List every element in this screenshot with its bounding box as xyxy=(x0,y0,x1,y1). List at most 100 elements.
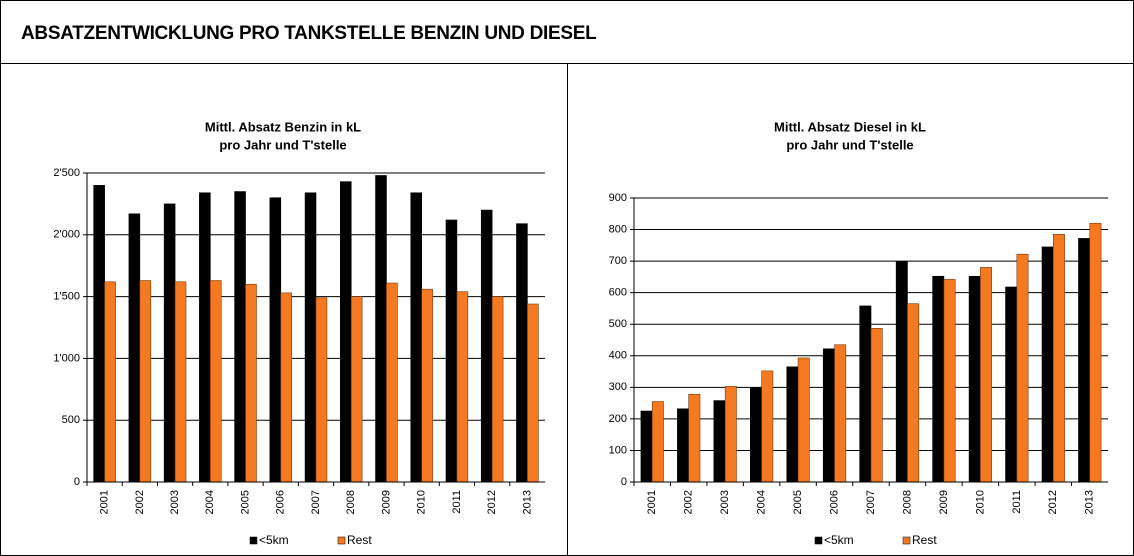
bar xyxy=(688,393,701,483)
bar xyxy=(174,281,187,483)
chart-title: Mittl. Absatz Benzin in kL xyxy=(205,119,361,134)
y-tick-label: 1'000 xyxy=(53,352,80,364)
legend-swatch xyxy=(814,536,823,545)
y-tick-label: 500 xyxy=(62,414,80,426)
bar xyxy=(1016,253,1029,483)
y-tick-label: 800 xyxy=(609,223,627,235)
legend-swatch xyxy=(337,536,346,545)
x-tick-label: 2007 xyxy=(865,490,877,514)
x-tick-label: 2005 xyxy=(792,490,804,514)
bar xyxy=(750,387,762,483)
y-tick-label: 300 xyxy=(609,381,627,393)
x-tick-label: 2011 xyxy=(451,490,463,514)
y-tick-label: 700 xyxy=(609,255,627,267)
x-tick-label: 2008 xyxy=(345,490,357,514)
header-title: ABSATZENTWICKLUNG PRO TANKSTELLE BENZIN … xyxy=(21,23,597,44)
x-tick-label: 2006 xyxy=(828,490,840,514)
x-tick-label: 2009 xyxy=(938,490,950,514)
bar xyxy=(761,370,774,483)
bar xyxy=(1041,246,1054,483)
legend-label: <5km xyxy=(824,533,854,547)
bar xyxy=(139,280,152,483)
bar xyxy=(199,192,211,483)
legend-swatch xyxy=(249,536,258,545)
bar xyxy=(932,275,945,483)
bar xyxy=(822,348,835,483)
x-tick-label: 2003 xyxy=(719,490,731,514)
bar xyxy=(491,296,504,483)
bar xyxy=(456,291,469,483)
x-tick-label: 2001 xyxy=(99,490,111,514)
bar xyxy=(786,366,799,483)
y-tick-label: 2'000 xyxy=(53,229,80,241)
x-tick-label: 2002 xyxy=(683,490,695,514)
bar xyxy=(304,192,317,483)
y-tick-label: 1'500 xyxy=(53,291,80,303)
x-tick-label: 2003 xyxy=(169,490,181,514)
x-tick-label: 2002 xyxy=(134,490,146,514)
chart-title: Mittl. Absatz Diesel in kL xyxy=(774,119,926,134)
bar xyxy=(527,303,539,483)
y-tick-label: 600 xyxy=(609,287,627,299)
y-tick-label: 500 xyxy=(609,318,627,330)
legend-label: <5km xyxy=(259,533,289,547)
bar xyxy=(234,191,246,483)
bar xyxy=(445,219,458,483)
bar xyxy=(870,328,883,483)
chart-title: pro Jahr und T'stelle xyxy=(786,137,913,152)
y-tick-label: 0 xyxy=(621,476,627,488)
x-tick-label: 2005 xyxy=(239,490,251,514)
bar xyxy=(677,408,689,483)
y-tick-label: 0 xyxy=(74,476,80,488)
x-tick-label: 2007 xyxy=(310,490,322,514)
x-tick-label: 2009 xyxy=(380,490,392,514)
y-tick-label: 2'500 xyxy=(53,167,80,179)
y-tick-label: 200 xyxy=(609,413,627,425)
bar xyxy=(210,280,222,483)
x-tick-label: 2010 xyxy=(416,490,428,514)
y-tick-label: 100 xyxy=(609,444,627,456)
bar xyxy=(968,275,981,483)
bar xyxy=(895,261,908,483)
bar xyxy=(410,192,422,483)
x-tick-label: 2012 xyxy=(1047,490,1059,514)
bar xyxy=(713,400,726,483)
legend-swatch xyxy=(902,536,911,545)
x-tick-label: 2001 xyxy=(646,490,658,514)
bar xyxy=(315,297,328,483)
bar xyxy=(640,410,653,483)
bar xyxy=(480,209,493,483)
bar xyxy=(907,303,920,483)
x-tick-label: 2012 xyxy=(486,490,498,514)
bar xyxy=(834,344,847,483)
chart-title: pro Jahr und T'stelle xyxy=(219,137,346,152)
x-tick-label: 2006 xyxy=(275,490,287,514)
bar xyxy=(943,279,956,483)
x-tick-label: 2013 xyxy=(1084,490,1096,514)
y-tick-label: 900 xyxy=(609,192,627,204)
bar xyxy=(386,282,398,483)
x-tick-label: 2010 xyxy=(974,490,986,514)
bar xyxy=(421,288,433,483)
bar xyxy=(245,283,257,483)
x-tick-label: 2004 xyxy=(204,490,216,514)
bar xyxy=(104,281,116,483)
bar xyxy=(859,305,872,483)
bar xyxy=(980,267,992,483)
bar xyxy=(1089,222,1102,483)
legend-label: Rest xyxy=(347,533,372,547)
x-tick-label: 2013 xyxy=(521,490,533,514)
x-tick-label: 2004 xyxy=(756,490,768,514)
bar xyxy=(269,197,282,483)
bar xyxy=(651,401,664,483)
bar xyxy=(797,357,810,483)
bar xyxy=(1053,233,1065,483)
legend-label: Rest xyxy=(912,533,937,547)
bar xyxy=(163,203,176,483)
bar xyxy=(93,185,105,483)
bar xyxy=(1005,286,1018,483)
bar xyxy=(280,292,292,483)
bar xyxy=(516,223,528,483)
bar xyxy=(128,213,141,483)
